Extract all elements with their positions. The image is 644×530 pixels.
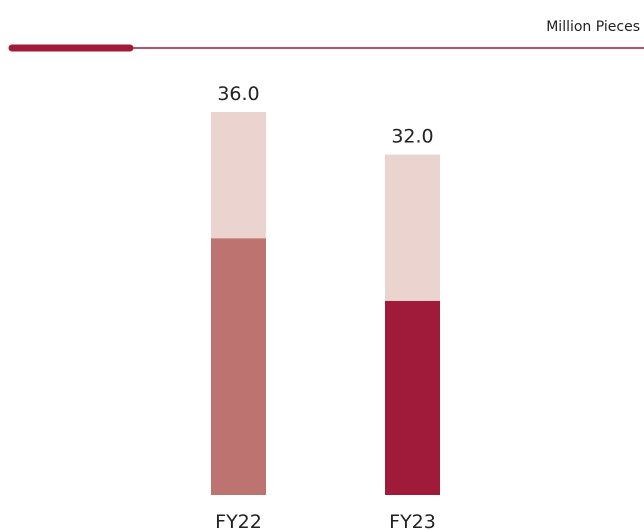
value-label-fy23: 32.0 <box>391 126 433 148</box>
category-label-fy22: FY22 <box>215 511 262 530</box>
bar-fill-fy22 <box>211 238 266 495</box>
value-label-fy22: 36.0 <box>217 83 259 105</box>
category-label-fy23: FY23 <box>389 511 436 530</box>
bars-group: 36.0 FY22 32.0 FY23 <box>211 83 440 530</box>
unit-label: Million Pieces <box>546 19 640 35</box>
bar-fill-fy23 <box>385 300 440 495</box>
